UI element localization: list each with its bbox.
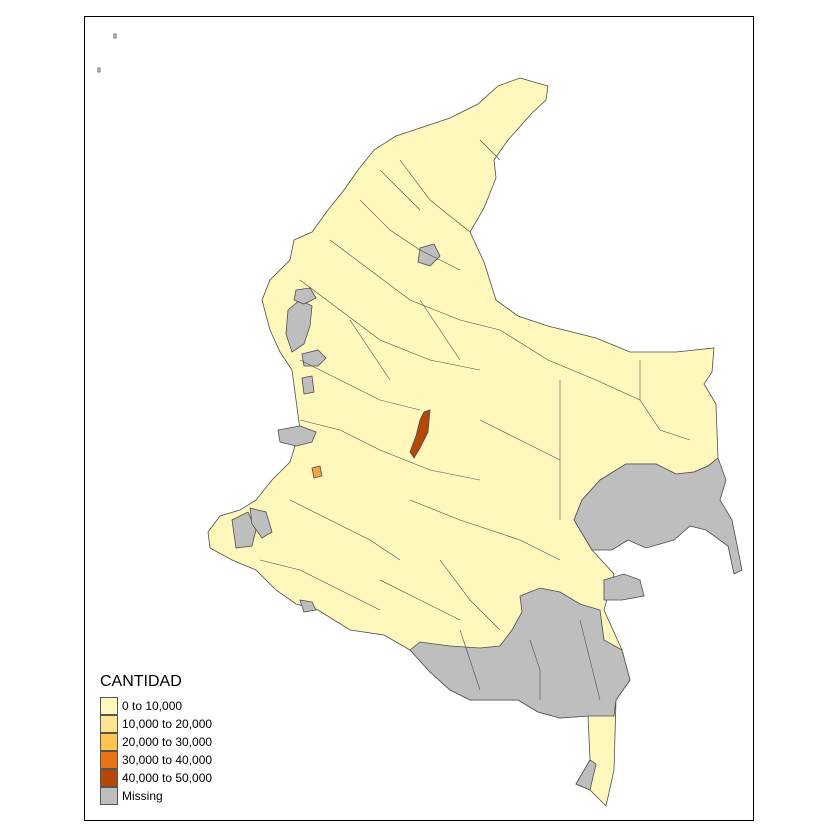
missing-region-pacific-1 [231, 511, 257, 549]
legend-label-5: Missing [122, 789, 163, 803]
legend-swatch-1 [100, 715, 118, 733]
missing-region-amazonas-south [575, 759, 597, 791]
legend-label-3: 30,000 to 40,000 [122, 753, 213, 767]
region-40k-50k [409, 409, 431, 459]
missing-region-southeast [409, 587, 631, 719]
missing-region-choco-2 [277, 425, 317, 447]
island-san-andres [113, 33, 117, 39]
missing-region-east [573, 457, 743, 575]
missing-region-pacific-3 [299, 599, 317, 613]
missing-region-choco-4 [293, 287, 317, 305]
legend-item-5: Missing [100, 787, 212, 805]
legend: CANTIDAD 0 to 10,000 10,000 to 20,000 20… [100, 673, 212, 805]
island-providencia [97, 67, 101, 73]
legend-title: CANTIDAD [100, 673, 182, 690]
legend-swatch-0 [100, 697, 118, 715]
legend-item-3: 30,000 to 40,000 [100, 751, 212, 769]
legend-swatch-2 [100, 733, 118, 751]
missing-region-choco-3 [301, 349, 327, 367]
legend-swatch-5 [100, 787, 118, 805]
region-20k-30k [311, 465, 323, 479]
missing-region-magdalena [417, 243, 441, 267]
municipal-borders [259, 139, 691, 701]
missing-region-pacific-2 [249, 507, 273, 539]
missing-region-pacific-4 [301, 375, 315, 395]
missing-region-vaupes [603, 573, 645, 601]
legend-item-2: 20,000 to 30,000 [100, 733, 212, 751]
legend-swatch-4 [100, 769, 118, 787]
legend-label-2: 20,000 to 30,000 [122, 735, 213, 749]
legend-item-1: 10,000 to 20,000 [100, 715, 212, 733]
legend-label-0: 0 to 10,000 [122, 699, 183, 713]
legend-swatch-3 [100, 751, 118, 769]
legend-label-1: 10,000 to 20,000 [122, 717, 213, 731]
legend-item-4: 40,000 to 50,000 [100, 769, 212, 787]
legend-item-0: 0 to 10,000 [100, 697, 212, 715]
legend-label-4: 40,000 to 50,000 [122, 771, 213, 785]
